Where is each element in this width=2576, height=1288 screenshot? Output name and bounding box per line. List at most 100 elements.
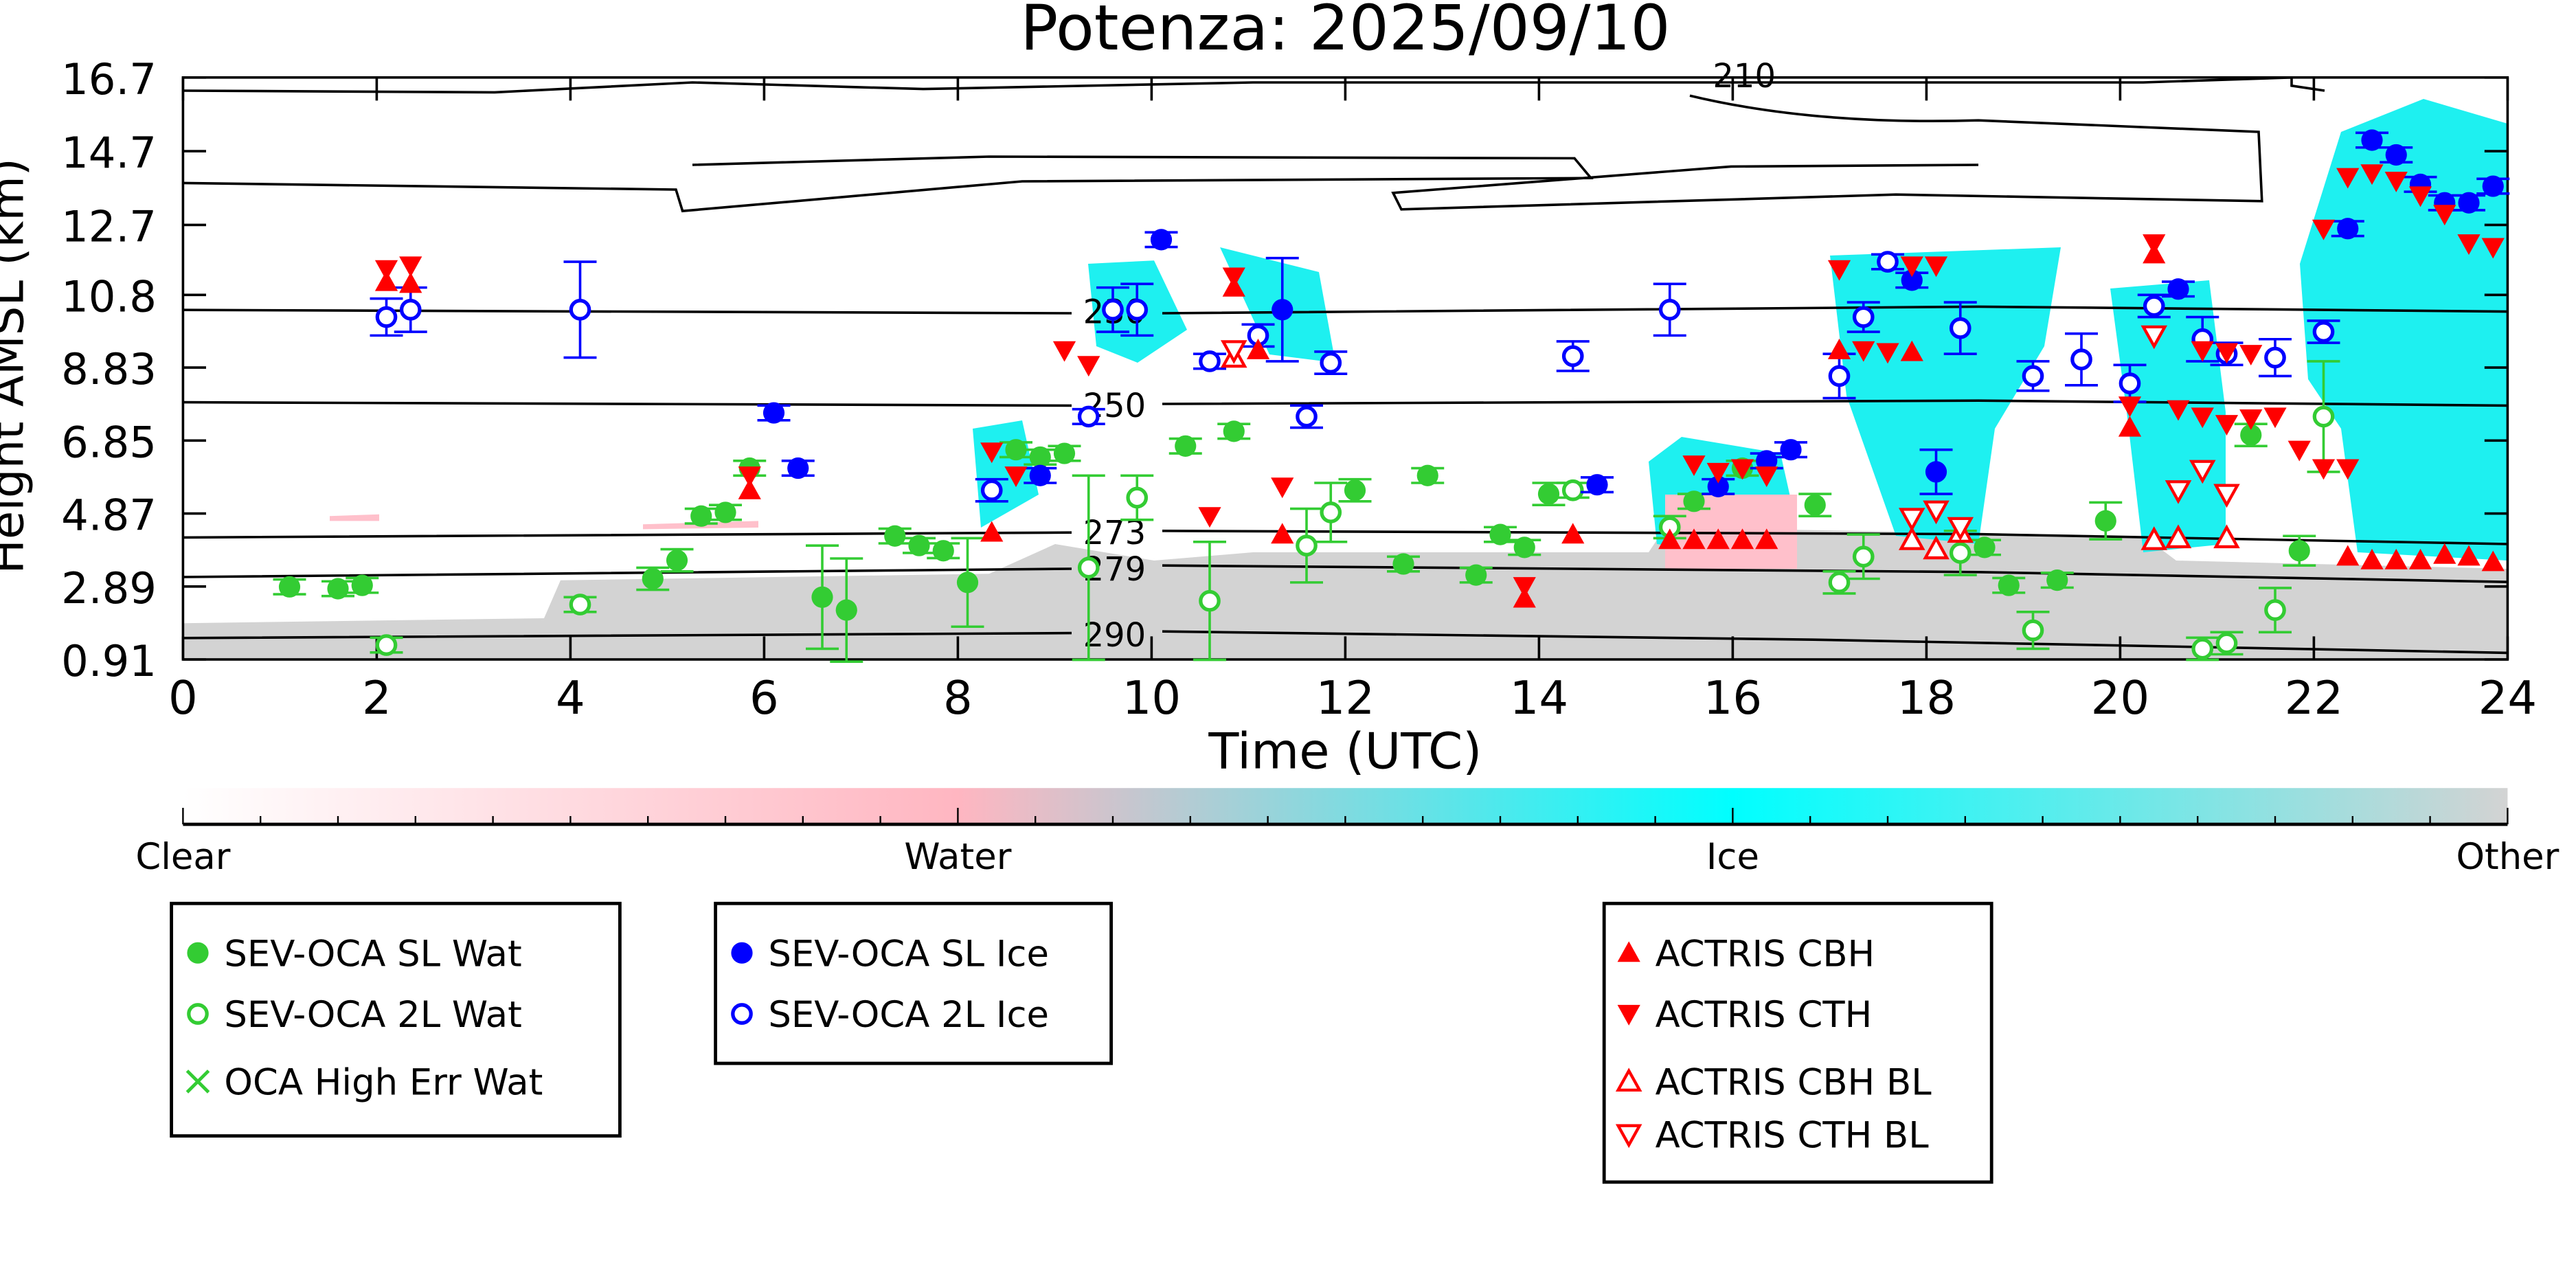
point xyxy=(2458,192,2480,214)
point xyxy=(2119,372,2141,394)
point xyxy=(2239,409,2263,430)
colorbar-label: Water xyxy=(904,836,1011,878)
x-tick-label: 20 xyxy=(2091,671,2150,725)
point xyxy=(2433,543,2456,564)
point xyxy=(2336,168,2360,189)
point xyxy=(908,534,930,556)
point xyxy=(1416,464,1438,486)
legend-label: SEV-OCA SL Wat xyxy=(224,933,521,975)
chart-title: Potenza: 2025/09/10 xyxy=(1020,0,1670,65)
point xyxy=(1077,356,1100,377)
colorbar-label: Clear xyxy=(135,836,230,878)
point xyxy=(1923,535,1950,560)
x-tick-label: 4 xyxy=(556,671,585,725)
point xyxy=(1320,352,1342,374)
point xyxy=(2481,550,2505,572)
point xyxy=(1004,466,1028,488)
point xyxy=(1126,298,1149,321)
point xyxy=(375,306,398,328)
point xyxy=(1077,556,1100,579)
y-tick-label: 2.89 xyxy=(61,563,157,613)
point xyxy=(1537,483,1560,505)
contour-line xyxy=(183,155,1594,213)
point xyxy=(2191,407,2214,429)
point xyxy=(1877,251,1899,273)
point xyxy=(2191,341,2214,362)
series xyxy=(374,164,2505,598)
point xyxy=(1706,528,1730,550)
point xyxy=(1949,317,1971,339)
legend-marker xyxy=(1615,1124,1642,1149)
point xyxy=(2046,569,2068,591)
contour-line xyxy=(183,305,2508,315)
series xyxy=(757,129,2510,497)
point xyxy=(2215,632,2238,655)
point xyxy=(1755,528,1778,550)
point xyxy=(1682,455,1706,477)
point xyxy=(1876,343,1899,364)
contour-line xyxy=(183,399,2508,407)
contour-line xyxy=(183,77,2325,94)
point xyxy=(1780,439,1802,461)
point xyxy=(2482,175,2504,197)
point xyxy=(642,567,664,590)
point xyxy=(2481,238,2505,259)
point xyxy=(2336,545,2360,566)
legend-marker xyxy=(1617,941,1640,962)
x-axis-label: Time (UTC) xyxy=(1208,722,1482,780)
point xyxy=(2189,460,2216,484)
point xyxy=(2213,524,2240,549)
mask-other xyxy=(183,528,2508,659)
point xyxy=(1900,256,1923,278)
legend-label: ACTRIS CTH BL xyxy=(1656,1114,1930,1156)
point xyxy=(2264,599,2286,621)
x-tick-label: 6 xyxy=(749,671,779,725)
point xyxy=(811,586,833,608)
point xyxy=(2385,144,2407,166)
point xyxy=(374,270,398,291)
point xyxy=(1561,479,1584,501)
point xyxy=(2384,171,2408,192)
point xyxy=(1052,341,1076,362)
point xyxy=(738,466,761,488)
point xyxy=(1925,461,1947,483)
legend-box xyxy=(170,901,622,1138)
point xyxy=(738,478,761,499)
point xyxy=(762,402,785,424)
series xyxy=(370,360,2340,662)
y-tick-label: 10.8 xyxy=(61,271,157,321)
series xyxy=(273,420,2316,664)
point xyxy=(1513,536,1535,558)
legend-label: OCA High Err Wat xyxy=(224,1062,543,1104)
point xyxy=(1949,542,1971,564)
y-tick-label: 14.7 xyxy=(61,128,157,178)
point xyxy=(1828,572,1851,594)
point xyxy=(2143,234,2166,256)
point xyxy=(2361,129,2383,151)
point xyxy=(1804,494,1826,516)
point xyxy=(1658,528,1682,550)
point xyxy=(666,550,688,572)
point xyxy=(2240,424,2262,446)
point xyxy=(2239,345,2263,366)
point xyxy=(1827,339,1851,359)
point xyxy=(351,574,373,596)
point xyxy=(1513,577,1536,598)
point xyxy=(1296,534,1318,557)
y-tick-label: 8.83 xyxy=(61,344,157,394)
legend-box xyxy=(1602,901,1993,1184)
point xyxy=(1756,450,1778,472)
point xyxy=(1489,523,1511,545)
point xyxy=(1199,589,1221,612)
point xyxy=(1392,553,1414,575)
x-tick-label: 8 xyxy=(943,671,973,725)
point xyxy=(980,521,1004,542)
y-tick-label: 16.7 xyxy=(61,54,157,104)
point xyxy=(2022,619,2044,642)
point xyxy=(1947,517,1974,541)
point xyxy=(1998,574,2020,596)
point xyxy=(1246,339,1270,359)
point xyxy=(1658,298,1681,321)
series xyxy=(374,242,2505,608)
